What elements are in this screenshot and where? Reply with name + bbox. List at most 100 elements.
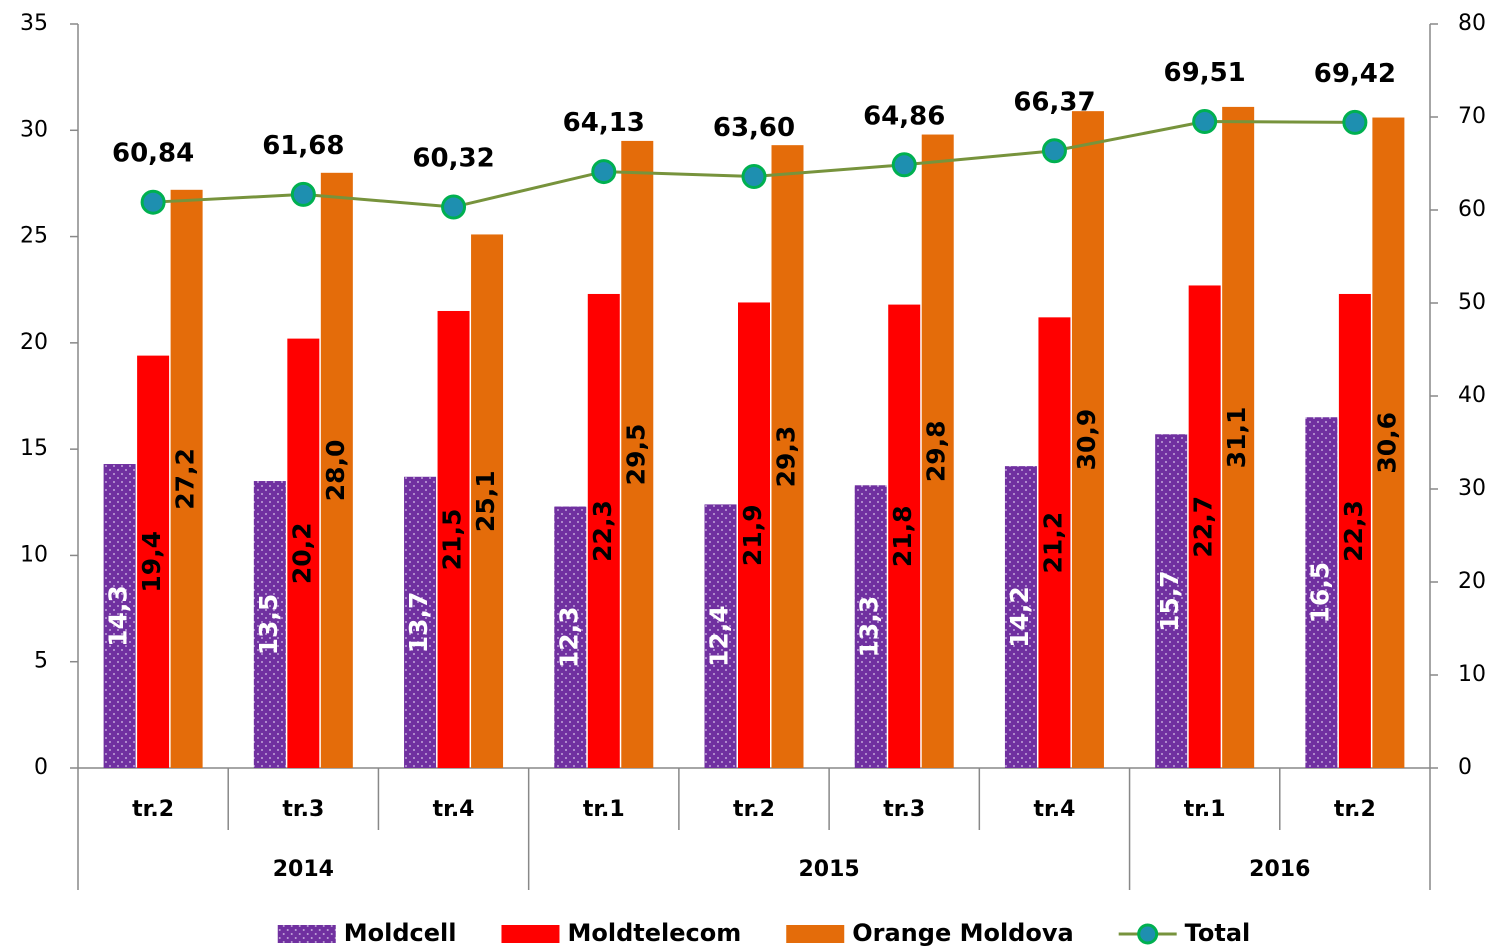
bar-value-label: 21,5 bbox=[438, 509, 467, 571]
bar-value-label: 30,6 bbox=[1372, 412, 1401, 474]
bar-value-label: 15,7 bbox=[1155, 570, 1184, 632]
y2-tick-label: 0 bbox=[1458, 755, 1472, 780]
bar bbox=[1155, 434, 1188, 768]
y-tick-label: 20 bbox=[20, 330, 48, 355]
bar-value-label: 25,1 bbox=[471, 470, 500, 532]
bar bbox=[704, 504, 737, 768]
line-value-label: 60,84 bbox=[112, 139, 194, 169]
bar-value-label: 22,3 bbox=[1339, 500, 1368, 562]
bar-value-label: 16,5 bbox=[1305, 562, 1334, 624]
bar bbox=[287, 338, 320, 768]
bar bbox=[253, 481, 286, 768]
bar bbox=[854, 485, 887, 768]
bar-value-label: 22,7 bbox=[1189, 496, 1218, 558]
bar bbox=[170, 189, 203, 768]
line-value-label: 66,37 bbox=[1013, 87, 1095, 117]
x-tick-label: tr.3 bbox=[883, 797, 925, 822]
bar-value-label: 28,0 bbox=[321, 440, 350, 502]
bar bbox=[1338, 293, 1371, 768]
bar bbox=[554, 506, 587, 768]
bar-value-label: 21,9 bbox=[738, 504, 767, 566]
line-marker bbox=[1192, 109, 1218, 135]
y2-tick-label: 30 bbox=[1458, 476, 1486, 501]
line-value-label: 63,60 bbox=[713, 113, 795, 143]
y2-tick-label: 20 bbox=[1458, 569, 1486, 594]
legend-label: Moldtelecom bbox=[567, 919, 741, 947]
bar bbox=[1038, 317, 1071, 768]
bar bbox=[1222, 106, 1255, 769]
line-marker bbox=[441, 194, 467, 220]
y2-tick-label: 80 bbox=[1458, 11, 1486, 36]
bar bbox=[921, 134, 954, 769]
legend-label: Total bbox=[1185, 919, 1251, 947]
bar-value-label: 22,3 bbox=[588, 500, 617, 562]
bar-value-label: 13,5 bbox=[254, 594, 283, 656]
bar-value-label: 14,3 bbox=[104, 585, 133, 647]
legend-label: Orange Moldova bbox=[852, 919, 1073, 947]
bar-value-label: 12,4 bbox=[705, 605, 734, 667]
y-tick-label: 35 bbox=[20, 11, 48, 36]
bar-value-label: 12,3 bbox=[554, 606, 583, 668]
x-tick-label: tr.1 bbox=[1184, 797, 1226, 822]
x-tick-label: tr.2 bbox=[1334, 797, 1376, 822]
y-tick-label: 10 bbox=[20, 542, 48, 567]
bar bbox=[888, 304, 921, 768]
line-value-label: 64,86 bbox=[863, 101, 945, 131]
bar-value-label: 29,8 bbox=[922, 420, 951, 482]
group-label: 2014 bbox=[273, 857, 334, 882]
line-marker bbox=[741, 164, 767, 190]
y-tick-label: 25 bbox=[20, 224, 48, 249]
bar-value-label: 21,2 bbox=[1038, 512, 1067, 574]
bar-value-label: 14,2 bbox=[1005, 586, 1034, 648]
y2-tick-label: 70 bbox=[1458, 104, 1486, 129]
y2-tick-label: 40 bbox=[1458, 383, 1486, 408]
bar bbox=[1372, 117, 1405, 768]
line-value-label: 69,42 bbox=[1314, 59, 1396, 89]
y2-tick-label: 60 bbox=[1458, 197, 1486, 222]
group-label: 2015 bbox=[798, 857, 859, 882]
line-marker bbox=[591, 159, 617, 185]
bar bbox=[137, 355, 170, 768]
line-value-label: 69,51 bbox=[1164, 58, 1246, 88]
bar-value-label: 29,3 bbox=[772, 426, 801, 488]
legend-swatch bbox=[277, 925, 336, 943]
bar bbox=[738, 302, 770, 768]
bar-value-label: 13,3 bbox=[855, 596, 884, 658]
y2-tick-label: 50 bbox=[1458, 290, 1486, 315]
bar bbox=[1305, 417, 1338, 768]
legend-swatch bbox=[786, 925, 845, 943]
line-value-label: 64,13 bbox=[563, 108, 645, 138]
line-value-label: 61,68 bbox=[262, 131, 344, 161]
x-tick-label: tr.2 bbox=[132, 797, 174, 822]
bar-value-label: 21,8 bbox=[888, 505, 917, 567]
bar-value-label: 30,9 bbox=[1072, 409, 1101, 471]
legend-label: Moldcell bbox=[344, 919, 457, 947]
bar-value-label: 13,7 bbox=[404, 592, 433, 654]
y2-tick-label: 10 bbox=[1458, 662, 1486, 687]
line-marker bbox=[891, 152, 917, 178]
line-marker bbox=[140, 189, 166, 215]
x-tick-label: tr.3 bbox=[282, 797, 324, 822]
legend-swatch-marker bbox=[1137, 923, 1159, 945]
bar bbox=[320, 172, 353, 769]
bar bbox=[404, 476, 437, 768]
bar-value-label: 29,5 bbox=[621, 424, 650, 486]
bar bbox=[103, 464, 136, 768]
bar-value-label: 31,1 bbox=[1222, 407, 1251, 469]
group-label: 2016 bbox=[1249, 857, 1310, 882]
line-value-label: 60,32 bbox=[412, 144, 494, 174]
x-tick-label: tr.4 bbox=[1033, 797, 1075, 822]
x-tick-label: tr.2 bbox=[733, 797, 775, 822]
bar bbox=[621, 140, 654, 768]
y-tick-label: 30 bbox=[20, 117, 48, 142]
bar-value-label: 20,2 bbox=[287, 522, 316, 584]
x-tick-label: tr.4 bbox=[433, 797, 475, 822]
line-marker bbox=[290, 181, 316, 207]
bar bbox=[1071, 111, 1104, 768]
bar bbox=[587, 293, 620, 768]
line-marker bbox=[1041, 138, 1067, 164]
x-tick-label: tr.1 bbox=[583, 797, 625, 822]
bar bbox=[437, 310, 470, 768]
bar bbox=[771, 145, 804, 768]
y-tick-label: 5 bbox=[34, 649, 48, 674]
